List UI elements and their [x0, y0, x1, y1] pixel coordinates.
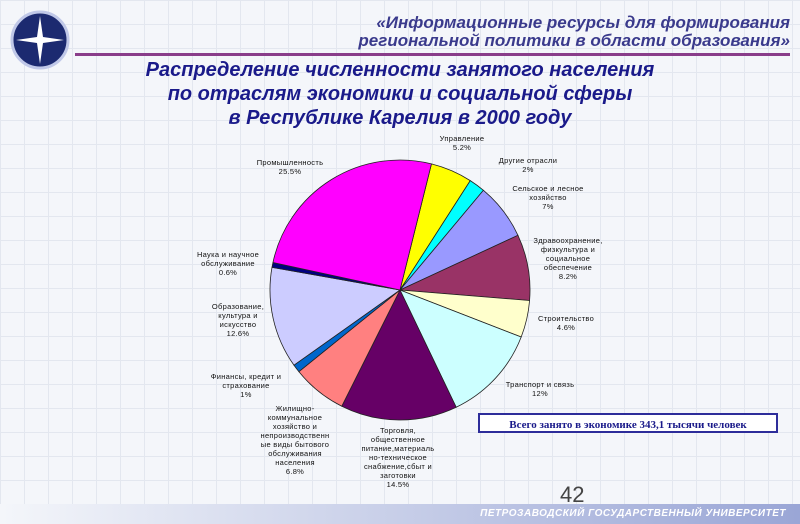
- pie-slice: [269, 266, 402, 366]
- slice-value-label: 12.6%: [226, 329, 250, 338]
- slice-label: Промышленность: [256, 158, 324, 167]
- slice-label: Сельское и лесное хозяйство: [512, 184, 584, 202]
- slice-label: Другие отрасли: [498, 156, 558, 165]
- header-title: «Информационные ресурсы для формирования…: [358, 13, 790, 50]
- slice-value-label: 1%: [240, 390, 252, 399]
- slice-label: Наука и научное обслуживание: [196, 250, 260, 268]
- pie-slice: [341, 289, 457, 421]
- slice-value-label: 8.2%: [558, 272, 578, 281]
- header-rule: [75, 53, 790, 56]
- slice-value-label: 25.5%: [278, 167, 302, 176]
- slice-label: Финансы, кредит и страхование: [210, 372, 282, 390]
- logo: [10, 10, 70, 70]
- pie-slice: [272, 159, 432, 291]
- slice-value-label: 2%: [522, 165, 534, 174]
- slice-value-label: 7%: [542, 202, 554, 211]
- slice-value-label: 5.2%: [452, 143, 472, 152]
- slice-value-label: 6.8%: [285, 467, 305, 476]
- slice-label: Здравоохранение, физкультура и социально…: [533, 236, 603, 272]
- page-number: 42: [560, 482, 585, 507]
- slice-label: Управление: [439, 134, 485, 143]
- slice-value-label: 14.5%: [386, 480, 410, 489]
- slice-label: Торговля, общественное питание,материаль…: [361, 426, 435, 480]
- slice-value-label: 12%: [532, 389, 548, 398]
- chart-title: Распределение численности занятого насел…: [145, 59, 655, 129]
- annotation: Всего занято в экономике 343,1 тысячи че…: [478, 413, 778, 433]
- slice-label: Жилищно- коммунальное хозяйство и непрои…: [260, 404, 330, 467]
- pie-slice: [399, 289, 522, 408]
- footer: ПЕТРОЗАВОДСКИЙ ГОСУДАРСТВЕННЫЙ УНИВЕРСИТ…: [0, 504, 800, 524]
- slice-label: Транспорт и связь: [505, 380, 575, 389]
- slice-label: Образование, культура и искусство: [211, 302, 265, 329]
- slice-label: Строительство: [537, 314, 595, 323]
- slice-value-label: 0.6%: [218, 268, 238, 277]
- slice-value-label: 4.6%: [556, 323, 576, 332]
